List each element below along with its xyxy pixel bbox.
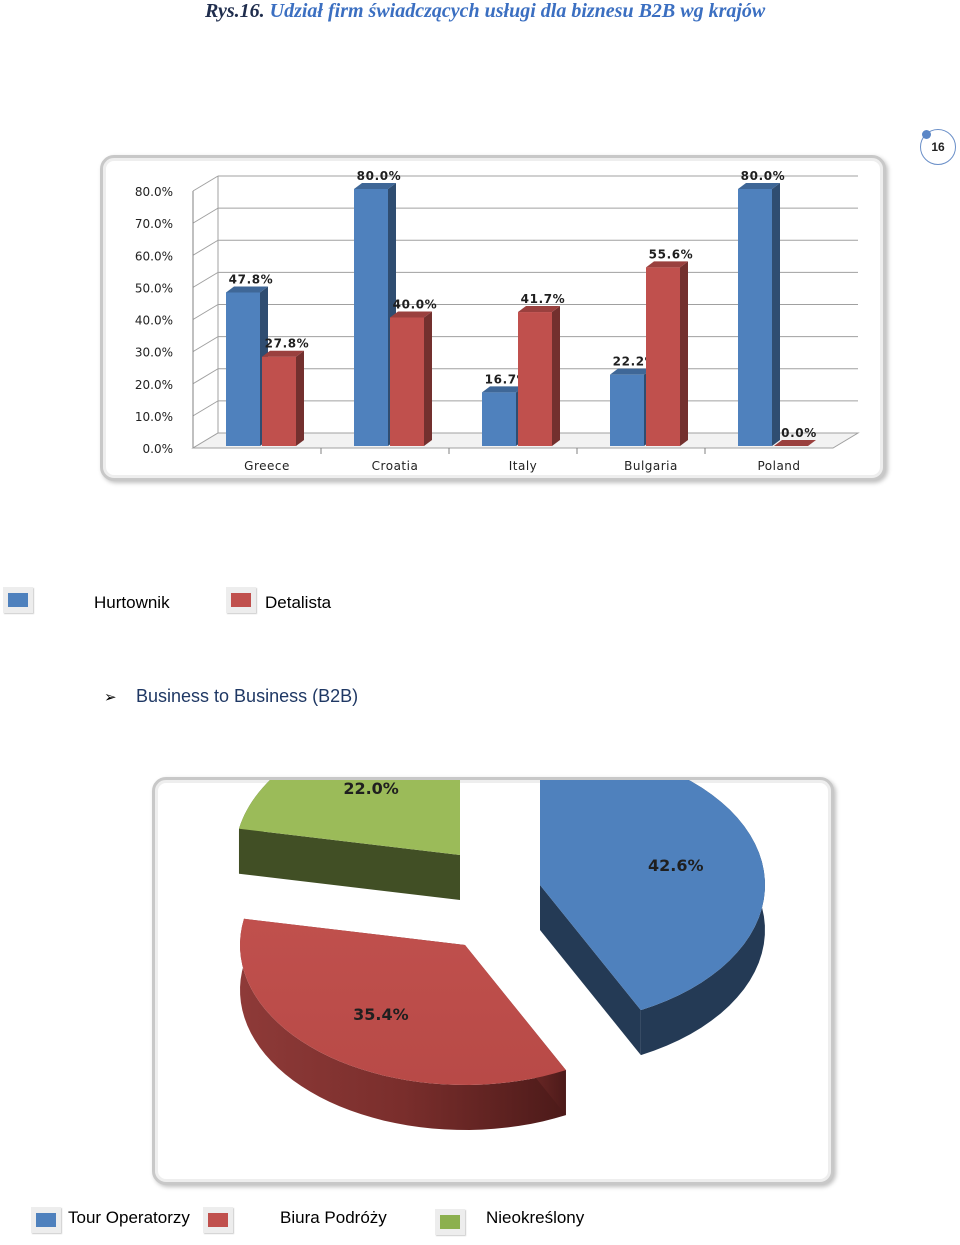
pie-data-label: 35.4% (353, 1005, 409, 1024)
bar-top (262, 350, 304, 357)
data-label: 47.8% (229, 272, 274, 286)
bar-front (482, 392, 516, 446)
bar-top (646, 261, 688, 268)
bar-chart: 0.0% 10.0% 20.0% 30.0% 40.0% 50.0% 60.0% 70.0% 8… (135, 169, 860, 473)
legend-swatch-nieokreslony (435, 1209, 465, 1235)
gridline-depth (192, 271, 219, 288)
legend-label-hurtownik: Hurtownik (94, 593, 170, 612)
bar-top (226, 286, 268, 293)
gridline-depth (192, 336, 219, 353)
bar-chart-frame: 0.0% 10.0% 20.0% 30.0% 40.0% 50.0% 60.0% 70.0% 8… (100, 155, 886, 481)
pie-slice (540, 745, 765, 1056)
legend-label-tour-operatorzy: Tour Operatorzy (68, 1208, 190, 1227)
arrow-bullet-icon: ➢ (104, 689, 117, 706)
y-tick-label: 0.0% (143, 442, 174, 456)
x-tick-label: Greece (244, 459, 290, 473)
legend-label-nieokreslony: Nieokreślony (486, 1208, 585, 1227)
pie-slice-top (540, 745, 765, 1011)
bar (262, 350, 304, 446)
bar (390, 311, 432, 446)
bar-top (738, 183, 780, 189)
section-heading: ➢ Business to Business (B2B) (104, 686, 358, 707)
figure-number: Rys.16. (205, 0, 265, 22)
data-label: 41.7% (521, 292, 566, 306)
pie-chart: 22.0% 42.6% 35.4% (238, 715, 765, 1130)
bar (738, 183, 780, 446)
data-label: 0.0% (781, 426, 817, 440)
data-label: 80.0% (741, 169, 786, 183)
bar-front (262, 356, 296, 446)
x-tick-label: Italy (509, 459, 538, 473)
legend-swatch-hurtownik (3, 587, 33, 613)
legend-label-biura-podrozy: Biura Podróży (280, 1208, 387, 1227)
data-label: 55.6% (649, 247, 694, 261)
pie-chart-frame: 22.0% 42.6% 35.4% (152, 715, 834, 1185)
legend-swatch-tour-operatorzy (31, 1207, 61, 1233)
gridline-depth (192, 207, 219, 224)
x-tick-label: Croatia (372, 459, 419, 473)
bar (354, 183, 396, 446)
bar-side (424, 311, 432, 446)
bar-top (774, 440, 816, 446)
bar-side (680, 261, 688, 446)
bar-top (354, 183, 396, 189)
x-tick-label: Poland (757, 459, 800, 473)
bar (610, 368, 652, 446)
x-tick-label: Bulgaria (624, 459, 678, 473)
bar-front (646, 267, 680, 446)
page-number-dot (922, 130, 931, 139)
bar-front (738, 189, 772, 446)
data-label: 22.2% (613, 355, 658, 369)
y-tick-label: 40.0% (135, 314, 173, 328)
bar (482, 386, 524, 446)
gridline-depth (192, 368, 219, 385)
pie-slice (240, 918, 566, 1130)
bar-top (390, 311, 432, 318)
bar-side (296, 350, 304, 446)
gridline-depth (192, 304, 219, 320)
y-tick-label: 60.0% (135, 249, 173, 263)
legend-swatch-detalista (226, 587, 256, 613)
bar-side (552, 306, 560, 446)
bar-front (390, 317, 424, 446)
y-tick-label: 30.0% (135, 346, 173, 360)
pie-data-label: 42.6% (648, 856, 704, 875)
gridline-depth (192, 400, 219, 417)
pie-slice-cut (238, 828, 460, 900)
y-tick-label: 10.0% (135, 410, 173, 424)
pie-slice-cut (540, 885, 641, 1056)
pie-data-label: 22.0% (343, 780, 399, 798)
bar-front (518, 312, 552, 446)
bar-front (226, 292, 260, 446)
page-number: 16 (920, 129, 956, 165)
legend-label-detalista: Detalista (265, 593, 332, 612)
pie-slice-side (240, 918, 566, 1130)
y-tick-label: 20.0% (135, 378, 173, 392)
bar-top (610, 368, 652, 375)
data-label: 16.7% (485, 372, 530, 386)
y-tick-label: 70.0% (135, 217, 173, 231)
bar (518, 306, 560, 446)
figure-caption: Udział firm świadczących usługi dla bizn… (269, 0, 766, 22)
y-tick-label: 50.0% (135, 281, 173, 295)
data-label: 80.0% (357, 169, 402, 183)
data-label: 27.8% (265, 337, 310, 351)
bar-top (518, 306, 560, 313)
legend-swatch-biura-podrozy (203, 1207, 233, 1233)
figure-title: Rys.16. Udział firm świadczących usługi … (205, 0, 765, 23)
bar (646, 261, 688, 446)
bar-front (354, 189, 388, 446)
gridline-depth (192, 175, 219, 192)
data-label: 40.0% (393, 298, 438, 312)
bar-side (772, 183, 780, 446)
y-tick-label: 80.0% (135, 185, 173, 199)
gridline-depth (192, 239, 219, 256)
bar (226, 286, 268, 446)
bar-front (610, 374, 644, 446)
section-heading-text: Business to Business (B2B) (136, 686, 359, 706)
bar-top (482, 386, 524, 393)
pie-slice-top (240, 918, 566, 1085)
bar (774, 440, 816, 446)
